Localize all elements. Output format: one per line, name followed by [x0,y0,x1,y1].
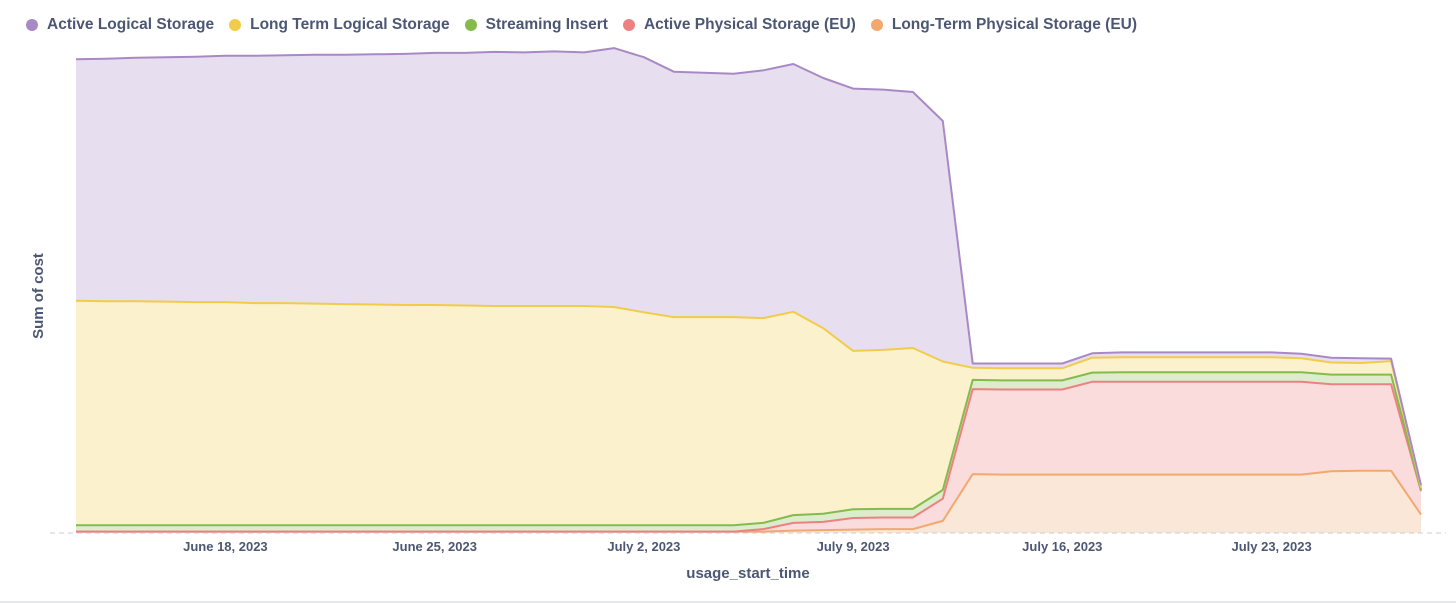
legend-item-long-term-physical-storage-eu[interactable]: Long-Term Physical Storage (EU) [870,16,1138,34]
legend-label: Active Physical Storage (EU) [643,16,856,33]
legend-item-active-physical-storage-eu[interactable]: Active Physical Storage (EU) [622,16,856,34]
legend-dot-icon [870,19,883,31]
legend-label: Long-Term Physical Storage (EU) [891,16,1138,33]
area-active-logical-storage[interactable] [76,48,1421,488]
y-axis-title: Sum of cost [30,253,47,339]
line-long-term-logical-storage [75,299,1422,488]
series-areas [76,48,1421,533]
area-long-term-physical-storage-eu[interactable] [76,470,1421,533]
area-long-term-logical-storage[interactable] [76,300,1421,526]
line-active-logical-storage [75,47,1422,486]
x-axis-ticks: June 18, 2023 June 25, 2023 July 2, 2023 Ju… [183,539,1312,554]
legend-dot-icon [229,19,242,31]
line-active-physical-storage-eu [76,380,1422,533]
legend-label: Streaming Insert [485,16,608,33]
legend-label: Active Logical Storage [47,16,215,33]
x-tick-label: July 16, 2023 [1022,539,1102,554]
series-lines [75,47,1422,533]
x-tick-label: July 23, 2023 [1231,539,1311,554]
legend-dot-icon [464,19,477,31]
x-tick-label: June 18, 2023 [183,539,268,554]
legend-item-long-term-logical-storage[interactable]: Long Term Logical Storage [229,16,450,34]
area-active-physical-storage-eu[interactable] [76,381,1421,532]
x-axis-title: usage_start_time [686,565,809,582]
legend-dot-icon [26,19,38,31]
legend-item-active-logical-storage[interactable]: Active Logical Storage [26,16,214,34]
line-streaming-insert [76,371,1422,527]
legend-item-streaming-insert[interactable]: Streaming Insert [464,16,608,34]
x-tick-label: July 2, 2023 [607,539,680,554]
chart-legend: Active Logical Storage Long Term Logical… [26,14,1152,36]
bottom-divider [0,601,1456,603]
x-tick-label: June 25, 2023 [392,539,477,554]
x-tick-label: July 9, 2023 [817,539,890,554]
legend-label: Long Term Logical Storage [250,16,450,33]
legend-dot-icon [622,19,635,31]
